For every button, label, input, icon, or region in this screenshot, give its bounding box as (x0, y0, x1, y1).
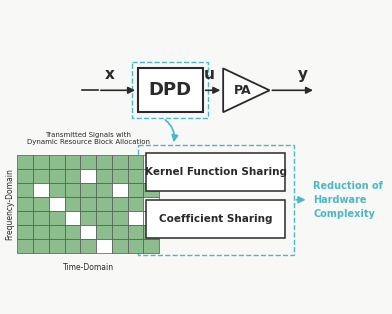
Bar (146, 153, 285, 191)
Bar (33, 225, 49, 239)
Bar (143, 169, 159, 183)
Bar (49, 211, 65, 225)
Bar (80, 225, 96, 239)
Bar (65, 155, 80, 169)
Bar (33, 169, 49, 183)
Bar (17, 225, 33, 239)
Bar (33, 183, 49, 197)
Bar (128, 197, 143, 211)
Bar (17, 211, 33, 225)
Bar (96, 211, 112, 225)
Text: PA: PA (234, 84, 251, 97)
Bar (128, 225, 143, 239)
Bar (33, 239, 49, 252)
Polygon shape (223, 68, 270, 112)
Bar (49, 239, 65, 252)
Bar (96, 225, 112, 239)
Bar (96, 155, 112, 169)
Bar (17, 183, 33, 197)
Bar (143, 155, 159, 169)
Bar (112, 169, 128, 183)
Bar (49, 225, 65, 239)
Bar (112, 155, 128, 169)
Text: DPD: DPD (149, 81, 192, 99)
Bar (143, 183, 159, 197)
Bar (65, 211, 80, 225)
Bar (65, 197, 80, 211)
Bar (96, 197, 112, 211)
Bar (80, 211, 96, 225)
Bar (33, 197, 49, 211)
Bar (112, 197, 128, 211)
Text: Time-Domain: Time-Domain (63, 263, 114, 272)
Bar (143, 239, 159, 252)
Bar (17, 239, 33, 252)
Bar (132, 62, 208, 118)
Text: Transmitted Signals with
Dynamic Resource Block Allocation: Transmitted Signals with Dynamic Resourc… (27, 132, 150, 145)
Bar (33, 155, 49, 169)
Bar (80, 183, 96, 197)
Text: x: x (105, 67, 115, 82)
Text: Kernel Function Sharing: Kernel Function Sharing (145, 167, 287, 177)
Bar (17, 155, 33, 169)
Text: Reduction of
Hardware
Complexity: Reduction of Hardware Complexity (313, 181, 383, 219)
Bar (80, 239, 96, 252)
Bar (96, 169, 112, 183)
Bar (128, 169, 143, 183)
Bar (49, 197, 65, 211)
Bar (143, 225, 159, 239)
Bar (80, 169, 96, 183)
Bar (80, 197, 96, 211)
Text: Coefficient Sharing: Coefficient Sharing (159, 214, 272, 224)
Bar (138, 145, 294, 255)
Bar (112, 211, 128, 225)
Bar (65, 169, 80, 183)
Bar (17, 169, 33, 183)
Text: u: u (204, 67, 215, 82)
Bar (112, 225, 128, 239)
Bar (49, 169, 65, 183)
Text: Frequency-Domain: Frequency-Domain (5, 168, 15, 240)
Bar (112, 183, 128, 197)
Text: y: y (298, 67, 308, 82)
Bar (143, 197, 159, 211)
Bar (96, 183, 112, 197)
Bar (80, 155, 96, 169)
Bar (65, 239, 80, 252)
Bar (65, 183, 80, 197)
Bar (49, 155, 65, 169)
Bar (65, 225, 80, 239)
Bar (138, 68, 203, 112)
Bar (128, 183, 143, 197)
Bar (146, 200, 285, 238)
Bar (49, 183, 65, 197)
Bar (128, 239, 143, 252)
Bar (143, 211, 159, 225)
Bar (128, 211, 143, 225)
Bar (33, 211, 49, 225)
Bar (128, 155, 143, 169)
Bar (96, 239, 112, 252)
Bar (112, 239, 128, 252)
Bar (17, 197, 33, 211)
